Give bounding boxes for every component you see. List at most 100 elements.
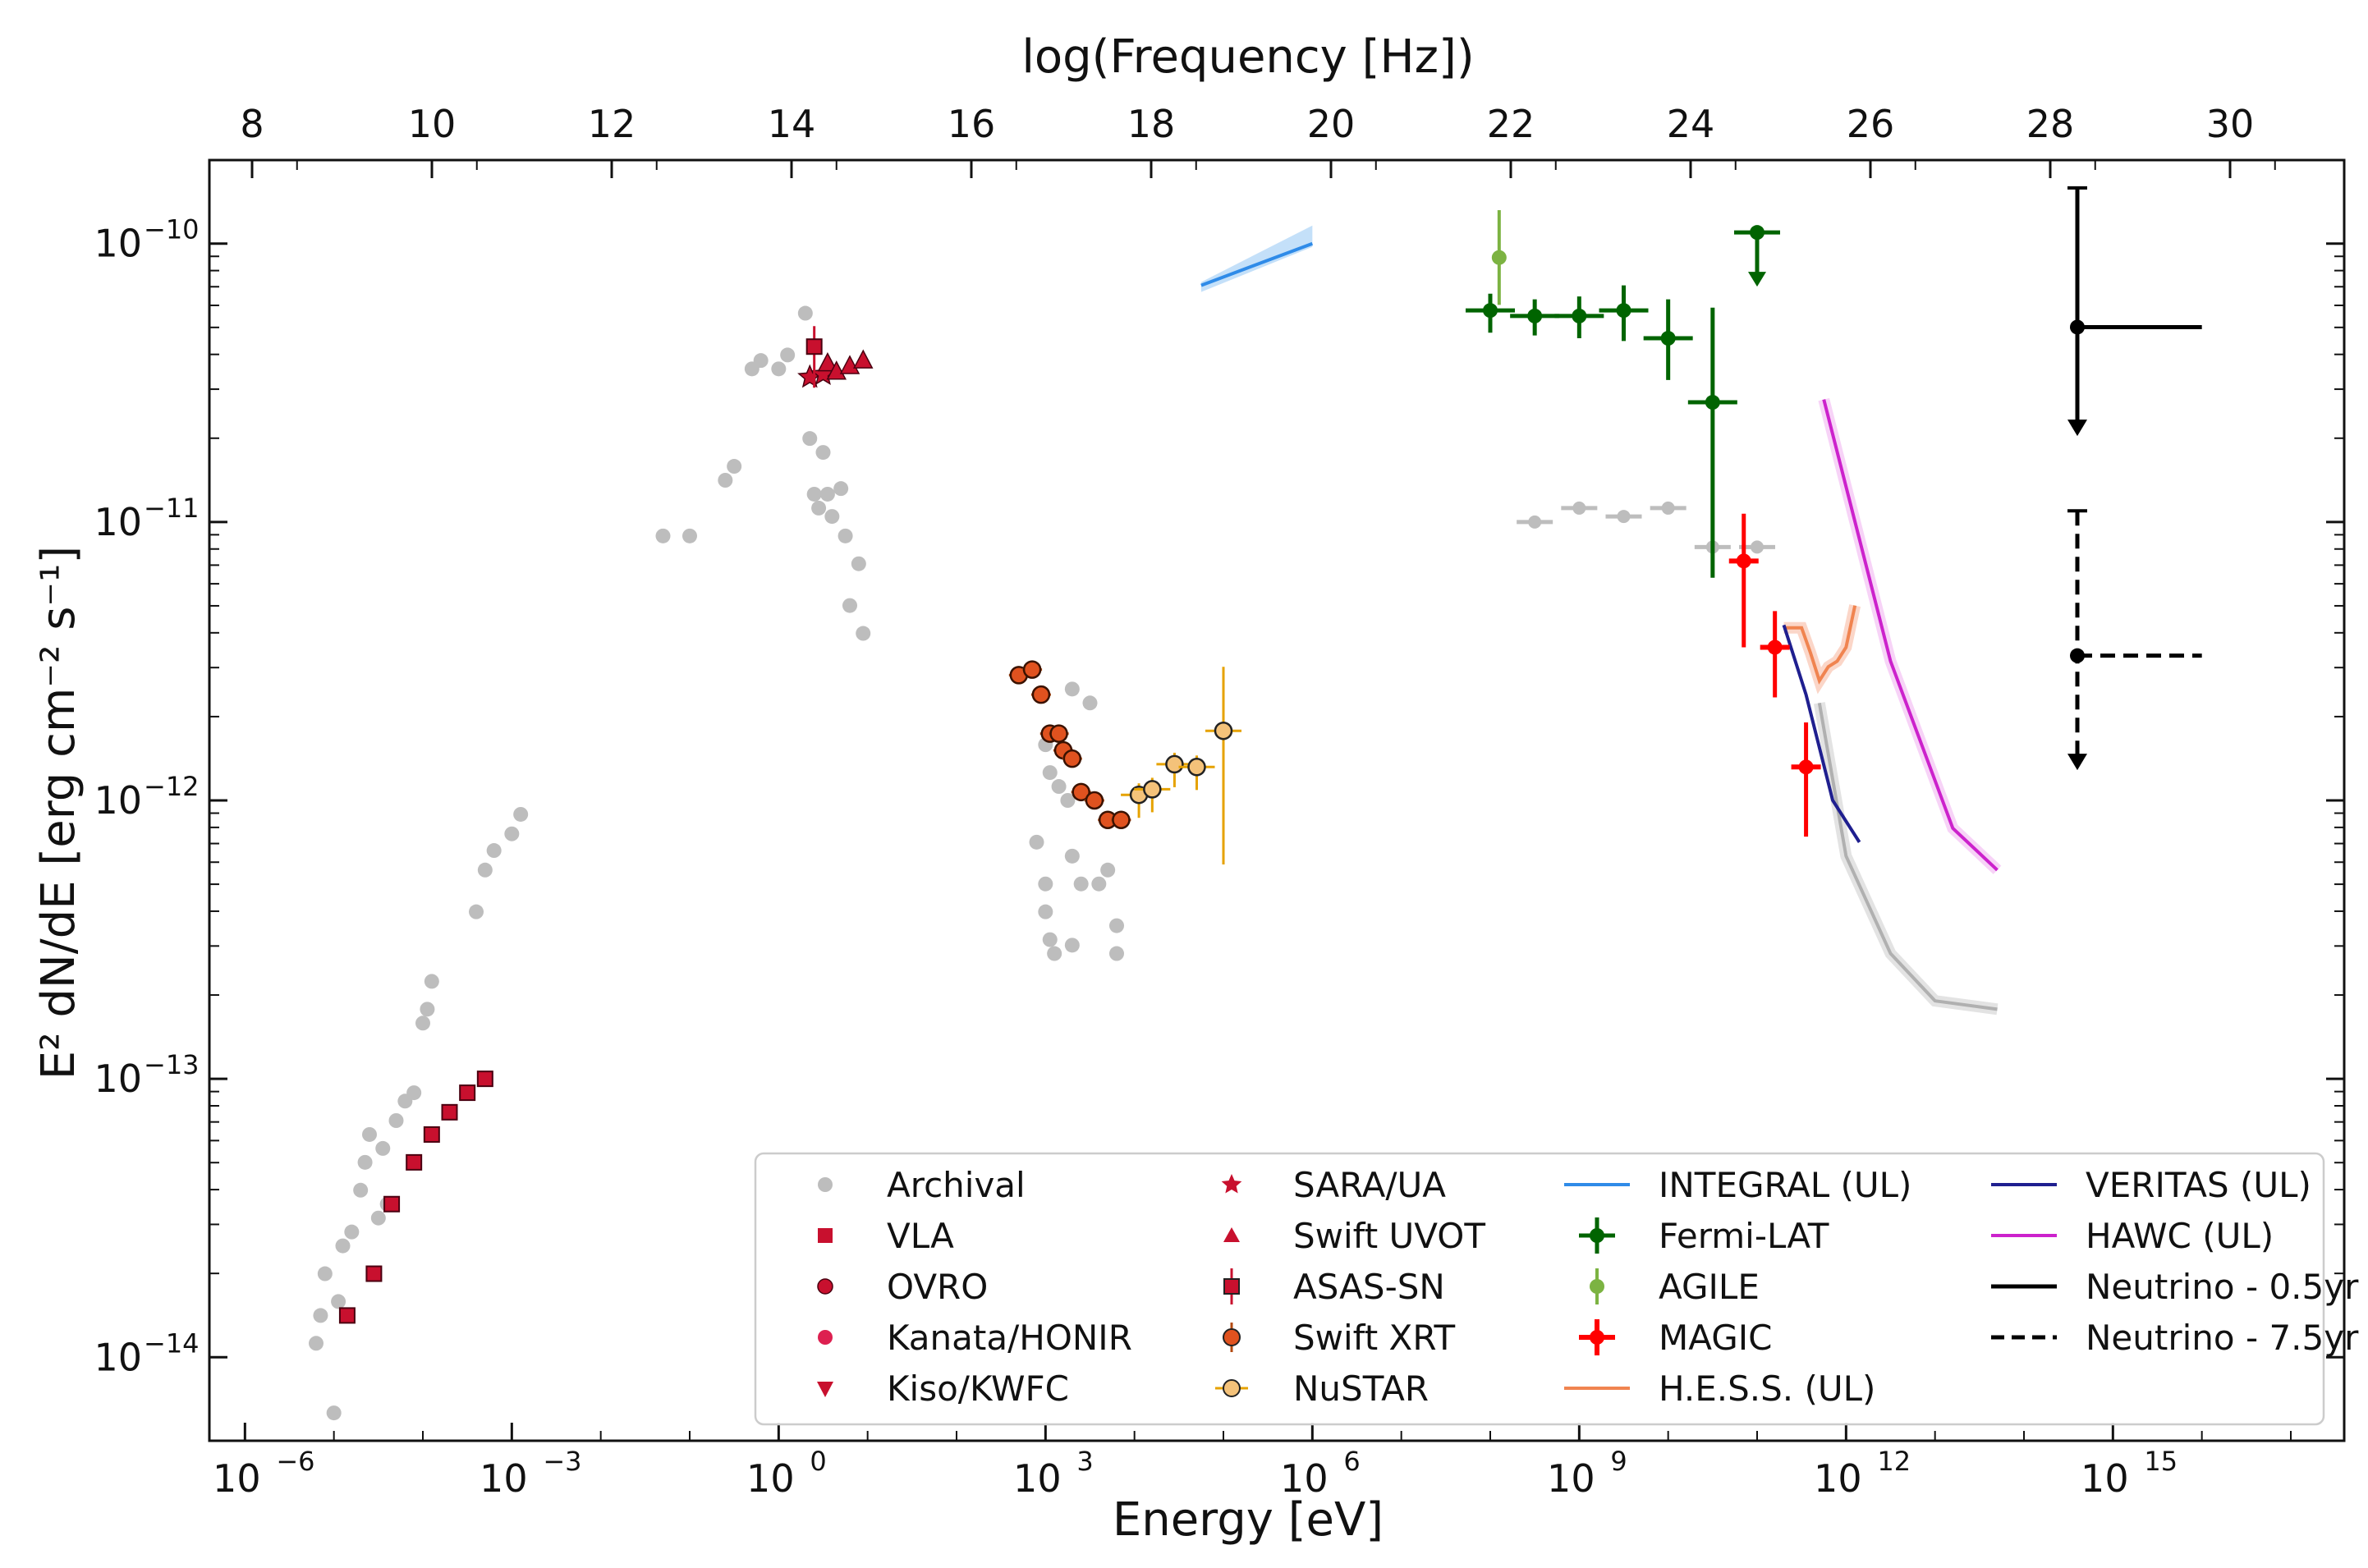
archival-point — [1042, 932, 1058, 947]
legend-ovro-icon — [817, 1278, 833, 1295]
archival-point — [1073, 876, 1089, 892]
archival-point — [406, 1085, 422, 1101]
archival-point — [856, 626, 871, 641]
archival-point — [375, 1140, 391, 1156]
archival-point — [1064, 848, 1080, 864]
legend-label: Swift XRT — [1293, 1318, 1455, 1358]
legend-label: Kanata/HONIR — [887, 1318, 1132, 1358]
x-tick-label: 10 — [213, 1456, 261, 1501]
vla-point — [441, 1103, 458, 1121]
x-tick-label-exp: 0 — [810, 1446, 826, 1477]
neutrino-75yr-arrow — [2067, 754, 2087, 771]
x-tick-label-exp: 12 — [1877, 1446, 1911, 1477]
y-tick-label-exp: −10 — [144, 214, 200, 245]
archival-point — [1109, 918, 1124, 933]
archival-point — [1038, 876, 1053, 892]
legend-label: AGILE — [1659, 1267, 1760, 1307]
x-tick-label-exp: 3 — [1076, 1446, 1093, 1477]
swift-xrt-point — [1085, 791, 1104, 810]
neutrino-05yr-point — [2070, 319, 2085, 335]
archival-point — [655, 528, 671, 543]
swift-xrt-point — [1112, 810, 1131, 829]
x-tick-label-exp: 15 — [2144, 1446, 2178, 1477]
vla-point — [338, 1307, 356, 1324]
fermi-point — [1705, 395, 1720, 410]
vla-point — [365, 1265, 383, 1282]
x-tick-label-exp: 9 — [1610, 1446, 1627, 1477]
y-tick-label-exp: −12 — [144, 771, 200, 802]
archival-point — [513, 806, 529, 822]
archival-point — [370, 1210, 386, 1226]
fermi-point — [1572, 308, 1587, 323]
x-tick-label: 10 — [1280, 1456, 1329, 1501]
neutrino-05yr-arrow — [2067, 420, 2087, 437]
archival-point — [1100, 862, 1116, 878]
y-tick-label: 10 — [94, 222, 142, 266]
archival-point — [331, 1294, 346, 1309]
archival-gamma-point — [1572, 501, 1586, 515]
nustar-point — [1214, 721, 1233, 740]
legend-uvot-icon — [1223, 1227, 1240, 1242]
archival-point — [771, 361, 787, 377]
asas-sn-point — [805, 338, 823, 355]
archival-point — [838, 528, 853, 543]
top-tick-label: 10 — [408, 102, 457, 146]
legend-label: Archival — [887, 1165, 1026, 1205]
swift-xrt-point — [1049, 724, 1068, 743]
legend-label: H.E.S.S. (UL) — [1659, 1369, 1875, 1409]
swift-uvot-point — [839, 355, 860, 374]
archival-point — [357, 1154, 373, 1170]
archival-point — [851, 556, 866, 571]
nustar-point — [1187, 758, 1206, 777]
x-tick-label: 10 — [2081, 1456, 2129, 1501]
legend-sara-icon — [1221, 1174, 1242, 1194]
archival-point — [811, 500, 827, 516]
x-axis-label: Energy [eV] — [1113, 1493, 1384, 1547]
archival-point — [824, 509, 840, 525]
archival-point — [780, 347, 796, 363]
archival-point — [1038, 904, 1053, 919]
archival-point — [415, 1016, 430, 1031]
archival-point — [753, 353, 769, 369]
archival-point — [797, 305, 813, 321]
legend-label: OVRO — [887, 1267, 988, 1307]
archival-point — [477, 862, 493, 878]
top-tick-label: 26 — [1847, 102, 1895, 146]
y-tick-label-exp: −14 — [144, 1327, 200, 1359]
archival-point — [388, 1113, 404, 1128]
swift-xrt-point — [1031, 685, 1051, 704]
legend-label: Neutrino - 7.5yr — [2086, 1318, 2359, 1358]
x-tick-label: 10 — [1547, 1456, 1595, 1501]
legend-agile-icon — [1590, 1279, 1604, 1294]
vla-point — [476, 1071, 493, 1088]
swift-xrt-point — [1072, 782, 1090, 802]
legend-label: Swift UVOT — [1293, 1216, 1485, 1256]
legend: Archival VLA OVRO Kanata/HONIR Kiso/KWFC SARA… — [754, 1152, 2359, 1426]
archival-gamma-point — [1617, 510, 1631, 524]
archival-point — [1060, 793, 1076, 808]
legend-label: SARA/UA — [1293, 1165, 1446, 1205]
fermi-point — [1527, 308, 1543, 323]
x-tick-label: 10 — [1814, 1456, 1862, 1501]
archival-point — [1047, 946, 1062, 961]
legend-xrt-icon — [1223, 1328, 1241, 1346]
archival-point — [486, 843, 502, 859]
archival-point — [420, 1002, 435, 1017]
top-tick-label: 28 — [2026, 102, 2075, 146]
archival-point — [1029, 834, 1044, 850]
legend-label: INTEGRAL (UL) — [1659, 1165, 1911, 1205]
legend-label: Fermi-LAT — [1659, 1216, 1829, 1256]
y-axis-label: E² dN/dE [erg cm⁻² s⁻¹] — [32, 546, 85, 1080]
top-tick-label: 14 — [768, 102, 816, 146]
archival-gamma-point — [1751, 540, 1764, 554]
hawc-line — [1822, 399, 1999, 872]
magic-point — [1736, 553, 1751, 569]
archival-point — [819, 486, 835, 502]
plot-layer: 10 −6 10 −3 10 0 10 3 10 6 10 9 10 12 10 15 8 10 12 14 16 18 2… — [94, 102, 2346, 1501]
legend-box — [754, 1152, 2325, 1426]
swift-xrt-point — [1022, 660, 1042, 679]
archival-point — [469, 904, 484, 919]
legend-vla-icon — [818, 1228, 833, 1243]
vla-point — [459, 1084, 476, 1102]
